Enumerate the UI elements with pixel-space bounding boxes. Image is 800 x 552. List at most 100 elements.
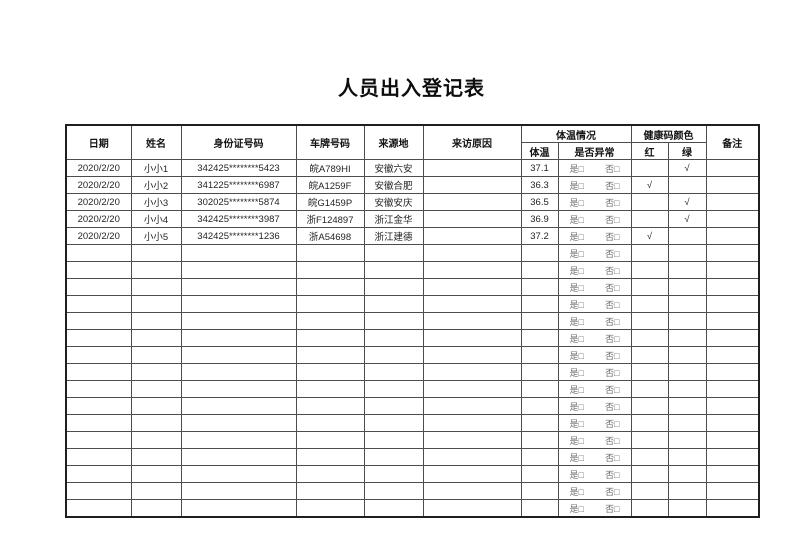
cell-origin: 浙江建德	[363, 227, 424, 245]
abnormal-yes-checkbox[interactable]: 是□	[569, 214, 584, 225]
table-row: 是□ 否□	[65, 295, 760, 313]
header-origin: 来源地	[363, 124, 424, 160]
abnormal-no-checkbox[interactable]: 否□	[605, 350, 620, 361]
cell-date	[65, 244, 132, 262]
cell-plate-number	[295, 295, 365, 313]
abnormal-yes-checkbox[interactable]: 是□	[569, 299, 584, 310]
cell-id-number	[180, 431, 297, 449]
cell-remarks	[705, 482, 760, 500]
abnormal-yes-checkbox[interactable]: 是□	[569, 503, 584, 514]
abnormal-yes-checkbox[interactable]: 是□	[569, 350, 584, 361]
abnormal-no-checkbox[interactable]: 否□	[605, 384, 620, 395]
cell-green-checkmark	[667, 227, 707, 245]
abnormal-no-checkbox[interactable]: 否□	[605, 248, 620, 259]
table-row: 2020/2/20 小小1 342425********5423 皖A789HI…	[65, 159, 760, 177]
cell-origin	[363, 329, 424, 347]
cell-date	[65, 346, 132, 364]
cell-name	[130, 448, 182, 466]
cell-plate-number	[295, 278, 365, 296]
cell-name: 小小3	[130, 193, 182, 211]
cell-visit-reason	[422, 363, 522, 381]
abnormal-no-checkbox[interactable]: 否□	[605, 469, 620, 480]
abnormal-no-checkbox[interactable]: 否□	[605, 282, 620, 293]
abnormal-yes-checkbox[interactable]: 是□	[569, 333, 584, 344]
abnormal-yes-checkbox[interactable]: 是□	[569, 163, 584, 174]
abnormal-yes-checkbox[interactable]: 是□	[569, 401, 584, 412]
cell-id-number: 342425********1236	[180, 227, 297, 245]
cell-green-checkmark	[667, 414, 707, 432]
abnormal-yes-checkbox[interactable]: 是□	[569, 231, 584, 242]
cell-id-number	[180, 261, 297, 279]
abnormal-yes-checkbox[interactable]: 是□	[569, 452, 584, 463]
cell-red-checkmark	[630, 278, 669, 296]
cell-temperature	[520, 465, 559, 483]
cell-remarks	[705, 448, 760, 466]
abnormal-yes-checkbox[interactable]: 是□	[569, 435, 584, 446]
cell-origin: 安徽合肥	[363, 176, 424, 194]
cell-red-checkmark	[630, 499, 669, 518]
cell-plate-number: 浙A54698	[295, 227, 365, 245]
header-remarks: 备注	[705, 124, 760, 160]
table-row: 是□ 否□	[65, 329, 760, 347]
cell-red-checkmark: √	[630, 176, 669, 194]
table-row: 是□ 否□	[65, 414, 760, 432]
abnormal-no-checkbox[interactable]: 否□	[605, 435, 620, 446]
cell-remarks	[705, 176, 760, 194]
abnormal-yes-checkbox[interactable]: 是□	[569, 384, 584, 395]
abnormal-no-checkbox[interactable]: 否□	[605, 486, 620, 497]
abnormal-yes-checkbox[interactable]: 是□	[569, 367, 584, 378]
abnormal-yes-checkbox[interactable]: 是□	[569, 469, 584, 480]
abnormal-yes-checkbox[interactable]: 是□	[569, 197, 584, 208]
cell-abnormal: 是□ 否□	[557, 312, 632, 330]
cell-red-checkmark	[630, 329, 669, 347]
abnormal-no-checkbox[interactable]: 否□	[605, 418, 620, 429]
abnormal-no-checkbox[interactable]: 否□	[605, 299, 620, 310]
table-row: 是□ 否□	[65, 346, 760, 364]
header-health-code-group: 健康码颜色	[630, 124, 707, 143]
abnormal-no-checkbox[interactable]: 否□	[605, 401, 620, 412]
cell-red-checkmark	[630, 244, 669, 262]
abnormal-yes-checkbox[interactable]: 是□	[569, 265, 584, 276]
abnormal-no-checkbox[interactable]: 否□	[605, 231, 620, 242]
table-row: 是□ 否□	[65, 499, 760, 518]
cell-green-checkmark	[667, 295, 707, 313]
cell-name: 小小1	[130, 159, 182, 177]
header-green: 绿	[667, 142, 707, 160]
cell-date	[65, 261, 132, 279]
cell-abnormal: 是□ 否□	[557, 261, 632, 279]
abnormal-no-checkbox[interactable]: 否□	[605, 163, 620, 174]
abnormal-no-checkbox[interactable]: 否□	[605, 265, 620, 276]
abnormal-yes-checkbox[interactable]: 是□	[569, 486, 584, 497]
cell-red-checkmark	[630, 363, 669, 381]
cell-abnormal: 是□ 否□	[557, 193, 632, 211]
cell-visit-reason	[422, 431, 522, 449]
abnormal-no-checkbox[interactable]: 否□	[605, 197, 620, 208]
table-row: 是□ 否□	[65, 431, 760, 449]
abnormal-no-checkbox[interactable]: 否□	[605, 367, 620, 378]
abnormal-yes-checkbox[interactable]: 是□	[569, 418, 584, 429]
abnormal-no-checkbox[interactable]: 否□	[605, 452, 620, 463]
abnormal-no-checkbox[interactable]: 否□	[605, 180, 620, 191]
abnormal-yes-checkbox[interactable]: 是□	[569, 316, 584, 327]
cell-plate-number: 皖A789HI	[295, 159, 365, 177]
abnormal-no-checkbox[interactable]: 否□	[605, 333, 620, 344]
cell-plate-number	[295, 261, 365, 279]
cell-remarks	[705, 499, 760, 518]
cell-remarks	[705, 244, 760, 262]
cell-id-number	[180, 448, 297, 466]
cell-temperature: 36.5	[520, 193, 559, 211]
abnormal-no-checkbox[interactable]: 否□	[605, 214, 620, 225]
cell-remarks	[705, 397, 760, 415]
cell-temperature	[520, 329, 559, 347]
cell-remarks	[705, 346, 760, 364]
cell-plate-number: 皖G1459P	[295, 193, 365, 211]
cell-id-number	[180, 465, 297, 483]
cell-visit-reason	[422, 414, 522, 432]
abnormal-yes-checkbox[interactable]: 是□	[569, 248, 584, 259]
cell-remarks	[705, 380, 760, 398]
abnormal-no-checkbox[interactable]: 否□	[605, 503, 620, 514]
abnormal-no-checkbox[interactable]: 否□	[605, 316, 620, 327]
abnormal-yes-checkbox[interactable]: 是□	[569, 180, 584, 191]
table-row: 是□ 否□	[65, 312, 760, 330]
abnormal-yes-checkbox[interactable]: 是□	[569, 282, 584, 293]
